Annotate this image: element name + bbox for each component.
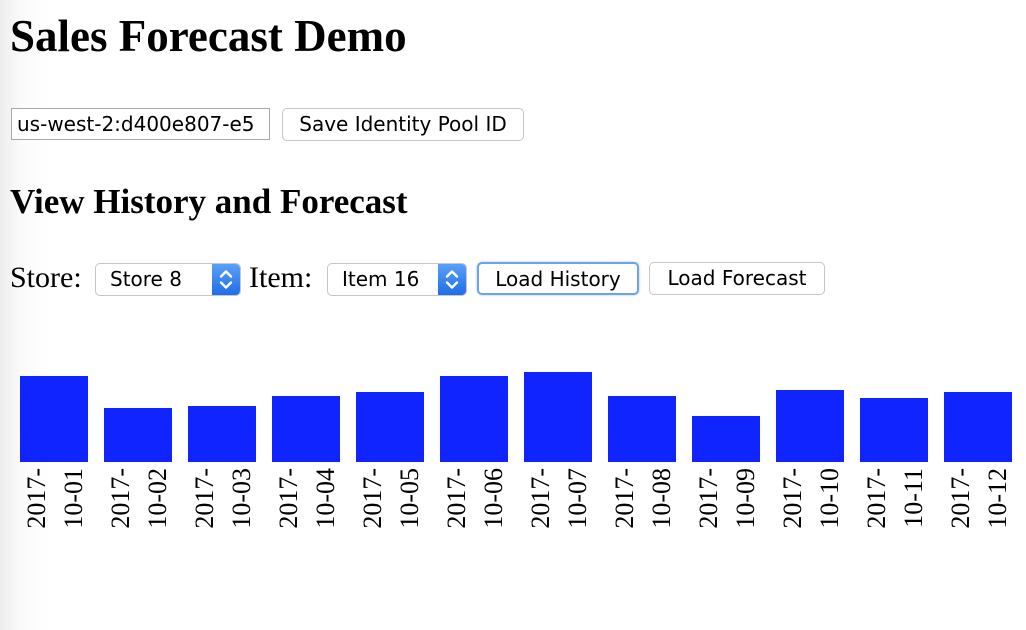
bar-2017-10-07	[524, 372, 592, 462]
x-tick-label: 2017- 10-02	[106, 468, 172, 529]
bar-2017-10-08	[608, 396, 676, 462]
store-select[interactable]: Store 8	[95, 263, 241, 296]
x-tick-label: 2017- 10-06	[442, 468, 508, 529]
store-label: Store:	[10, 261, 82, 294]
x-tick-label: 2017- 10-05	[358, 468, 424, 529]
x-tick-label: 2017- 10-01	[22, 468, 88, 529]
load-history-button[interactable]: Load History	[477, 262, 639, 295]
x-tick-label: 2017- 10-07	[526, 468, 592, 529]
bar-2017-10-04	[272, 396, 340, 462]
chevron-up-down-icon	[212, 264, 240, 295]
item-select[interactable]: Item 16	[327, 263, 467, 296]
store-select-value: Store 8	[110, 267, 182, 291]
x-tick-label: 2017- 10-03	[190, 468, 256, 529]
item-label: Item:	[249, 261, 313, 294]
x-tick-label: 2017- 10-08	[610, 468, 676, 529]
bar-2017-10-11	[860, 398, 928, 462]
chevron-up-down-icon	[438, 264, 466, 295]
page-title: Sales Forecast Demo	[10, 11, 407, 61]
section-heading: View History and Forecast	[10, 182, 408, 221]
item-select-value: Item 16	[342, 267, 420, 291]
bar-2017-10-06	[440, 376, 508, 462]
x-tick-label: 2017- 10-11	[862, 468, 928, 529]
bar-2017-10-03	[188, 406, 256, 462]
bar-2017-10-05	[356, 392, 424, 462]
load-forecast-button[interactable]: Load Forecast	[649, 262, 825, 295]
save-identity-pool-id-button[interactable]: Save Identity Pool ID	[282, 108, 524, 141]
bar-2017-10-12	[944, 392, 1012, 462]
bar-2017-10-02	[104, 408, 172, 462]
x-tick-label: 2017- 10-10	[778, 468, 844, 529]
bar-2017-10-09	[692, 416, 760, 462]
bar-2017-10-01	[20, 376, 88, 462]
x-tick-label: 2017- 10-09	[694, 468, 760, 529]
x-tick-label: 2017- 10-12	[946, 468, 1012, 529]
x-tick-label: 2017- 10-04	[274, 468, 340, 529]
bar-2017-10-10	[776, 390, 844, 462]
sales-history-chart: 2017- 10-01 2017- 10-02 2017- 10-03 2017- 10-04…	[20, 372, 1012, 529]
identity-pool-id-input[interactable]	[11, 108, 270, 140]
